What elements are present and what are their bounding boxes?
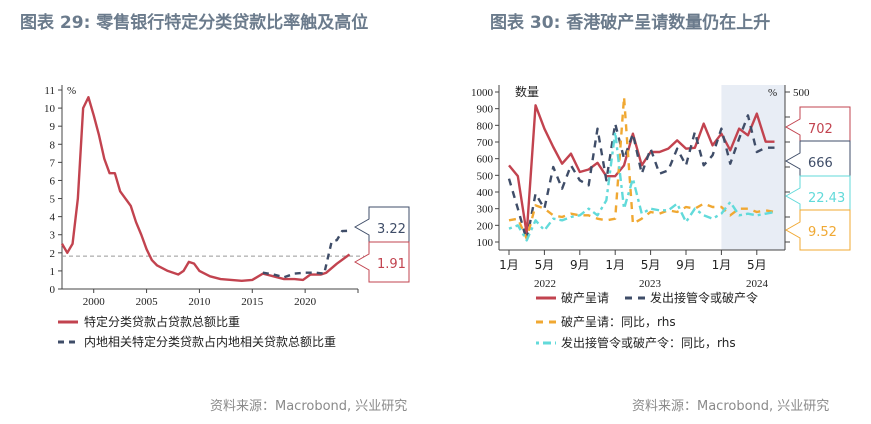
right-series-petitions [508,104,775,235]
right-year-label: 2023 [639,278,662,290]
right-callout-petitions-yoy-box [784,209,851,251]
left-callout-npl: 1.91 [377,257,406,272]
left-legend-mainland: 内地相关特定分类贷款占内地相关贷款总额比重 [84,334,336,349]
shaded-2024-region [721,85,785,250]
left-x-tick-label: 2000 [83,296,106,308]
left-series-npl-ratio [60,96,351,283]
left-y-tick-label: 7 [50,157,56,169]
right-legend-orders-yoy: 发出接管令或破产令：同比，rhs [561,335,736,350]
left-callout-npl-box [353,241,410,283]
right-x-tick-label: 1月 [712,258,732,272]
right-y-tick-label: 800 [477,120,494,132]
right-y-tick-label: 1000 [471,87,494,99]
right-y2-unit: % [768,87,777,99]
right-legend-petitions-yoy: 破产呈请：同比，rhs [561,314,676,329]
left-y-tick-label: 1 [50,266,56,278]
left-y-tick-label: 3 [50,230,56,242]
right-callout-orders-box [784,140,851,182]
right-callout-petitions: 702 [808,122,833,137]
right-legend-petitions: 破产呈请 [561,290,609,305]
left-y-tick-label: 0 [50,284,56,296]
left-y-tick-label: 2 [50,248,56,260]
right-callout-orders-yoy: 22.43 [808,191,845,206]
left-legend-npl: 特定分类贷款占贷款总额比重 [84,314,240,329]
right-y-tick-label: 100 [477,237,494,249]
right-y-tick-label: 200 [477,220,494,232]
left-y-tick-label: 10 [44,103,56,115]
right-callout-petitions-yoy: 9.52 [808,225,837,240]
right-y-tick-label: 300 [477,204,494,216]
right-y-tick-label: 500 [477,170,494,182]
left-source: 资料来源：Macrobond, 兴业研究 [210,399,408,414]
left-x-tick-label: 2020 [294,296,317,308]
left-y-tick-label: 6 [50,175,56,187]
right-year-label: 2024 [746,278,769,290]
left-x-tick-label: 2005 [136,296,159,308]
right-x-tick-label: 9月 [570,258,590,272]
right-series-orders [507,114,775,242]
right-x-tick-label: 5月 [747,258,767,272]
right-chart-title: 图表 30: 香港破产呈请数量仍在上升 [490,13,771,33]
left-series-mainland-npl-ratio [262,229,350,279]
right-callout-orders: 666 [808,156,833,171]
right-y-unit: 数量 [515,84,539,99]
right-y-tick-label: 900 [477,104,494,116]
right-y2-top-label: 500 [793,87,810,99]
right-legend-orders: 发出接管令或破产令 [650,290,758,305]
right-callout-petitions-box [784,106,851,148]
right-x-tick-label: 9月 [676,258,696,272]
left-y-unit: % [67,85,76,97]
left-y-tick-label: 11 [44,85,55,97]
left-x-tick-label: 2010 [188,296,211,308]
right-year-label: 2022 [534,278,556,290]
right-series-petitions-yoy [508,95,775,240]
left-y-tick-label: 5 [50,194,56,206]
right-series-orders-yoy [508,130,775,242]
left-y-tick-label: 4 [50,212,56,224]
right-x-tick-label: 1月 [499,258,519,272]
left-y-tick-label: 9 [50,121,56,133]
left-y-tick-label: 8 [50,139,56,151]
right-source: 资料来源：Macrobond, 兴业研究 [632,399,830,414]
left-chart-title: 图表 29: 零售银行特定分类贷款比率触及高位 [20,13,369,33]
right-x-tick-label: 5月 [641,258,661,272]
left-x-tick-label: 2015 [241,296,264,308]
right-y-tick-label: 600 [477,154,494,166]
right-y-tick-label: 700 [477,137,494,149]
left-callout-mainland-box [353,206,410,248]
left-callout-mainland: 3.22 [377,222,406,237]
right-callout-orders-yoy-box [784,175,851,217]
right-x-tick-label: 1月 [605,258,625,272]
right-y-tick-label: 400 [477,187,494,199]
right-x-tick-label: 5月 [535,258,555,272]
